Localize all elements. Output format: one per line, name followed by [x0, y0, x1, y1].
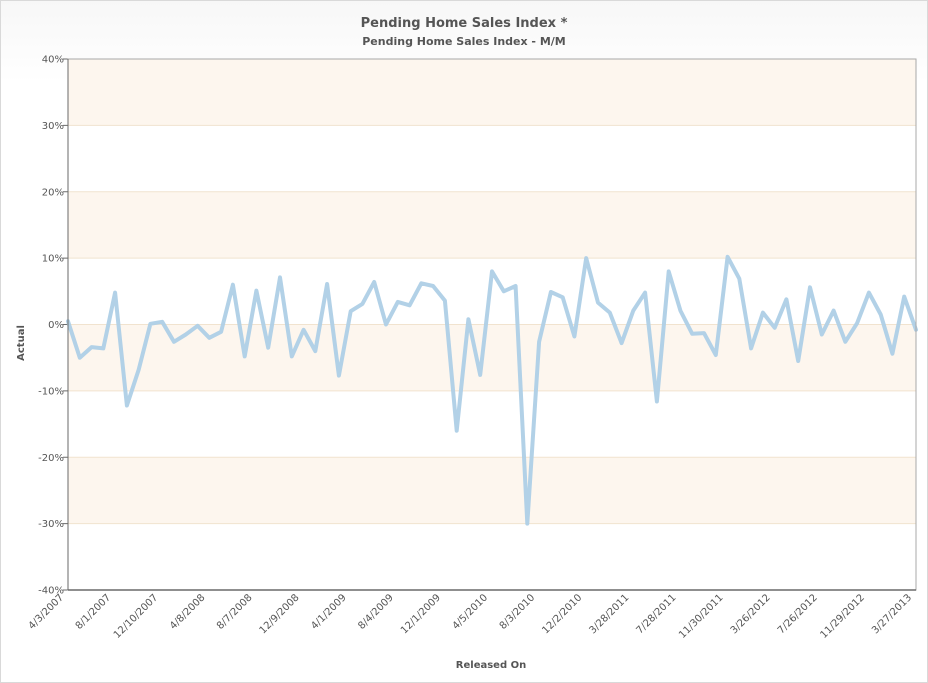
- chart-subtitle: Pending Home Sales Index - M/M: [362, 35, 566, 48]
- plot-band-2: [68, 324, 916, 391]
- chart-title: Pending Home Sales Index *: [360, 16, 568, 31]
- y-axis-title: Actual: [16, 325, 27, 361]
- series-layer: [66, 254, 918, 526]
- y-tick-label-6: -20%: [38, 453, 64, 464]
- y-axis-ticks: 40% 30% 20% 10% 0% -10% -20% -30% -40%: [38, 55, 68, 597]
- y-tick-label-0: 40%: [42, 55, 64, 66]
- x-tick-label-10: 8/3/2010: [498, 592, 538, 632]
- y-tick-label-1: 30%: [42, 121, 64, 132]
- y-tick-label-2: 20%: [42, 187, 64, 198]
- x-tick-label-9: 4/5/2010: [451, 592, 491, 632]
- x-tick-label-15: 3/26/2012: [729, 592, 773, 636]
- series-line-0: [66, 254, 918, 526]
- x-tick-label-6: 4/1/2009: [309, 592, 349, 632]
- y-tick-label-3: 10%: [42, 254, 64, 265]
- x-tick-label-3: 4/8/2008: [168, 592, 208, 632]
- grid-lines: [68, 124, 916, 525]
- x-tick-label-1: 8/1/2007: [74, 592, 114, 632]
- x-tick-label-13: 7/28/2011: [635, 592, 679, 636]
- x-tick-label-12: 3/28/2011: [587, 592, 631, 636]
- x-tick-label-7: 8/4/2009: [356, 592, 396, 632]
- x-tick-label-16: 7/26/2012: [776, 592, 820, 636]
- x-tick-label-5: 12/9/2008: [258, 592, 302, 636]
- x-tick-label-14: 11/30/2011: [677, 592, 726, 641]
- y-tick-label-5: -10%: [38, 386, 64, 397]
- plot-band-1: [68, 191, 916, 259]
- plot-band-0: [68, 59, 916, 126]
- axes: [67, 58, 917, 591]
- x-axis-title: Released On: [456, 660, 526, 671]
- y-tick-label-8: -40%: [38, 586, 64, 597]
- x-tick-label-2: 12/10/2007: [112, 592, 161, 641]
- x-tick-label-8: 12/1/2009: [399, 592, 443, 636]
- x-tick-label-11: 12/2/2010: [540, 592, 584, 636]
- x-tick-label-17: 11/29/2012: [818, 592, 867, 641]
- y-tick-label-7: -30%: [38, 519, 64, 530]
- plot-band-3: [68, 457, 916, 524]
- x-tick-label-4: 8/7/2008: [215, 592, 255, 632]
- plot-bands: [68, 59, 916, 524]
- x-tick-label-18: 3/27/2013: [870, 592, 914, 636]
- y-tick-label-4: 0%: [48, 320, 64, 331]
- x-tick-label-0: 4/3/2007: [27, 592, 67, 632]
